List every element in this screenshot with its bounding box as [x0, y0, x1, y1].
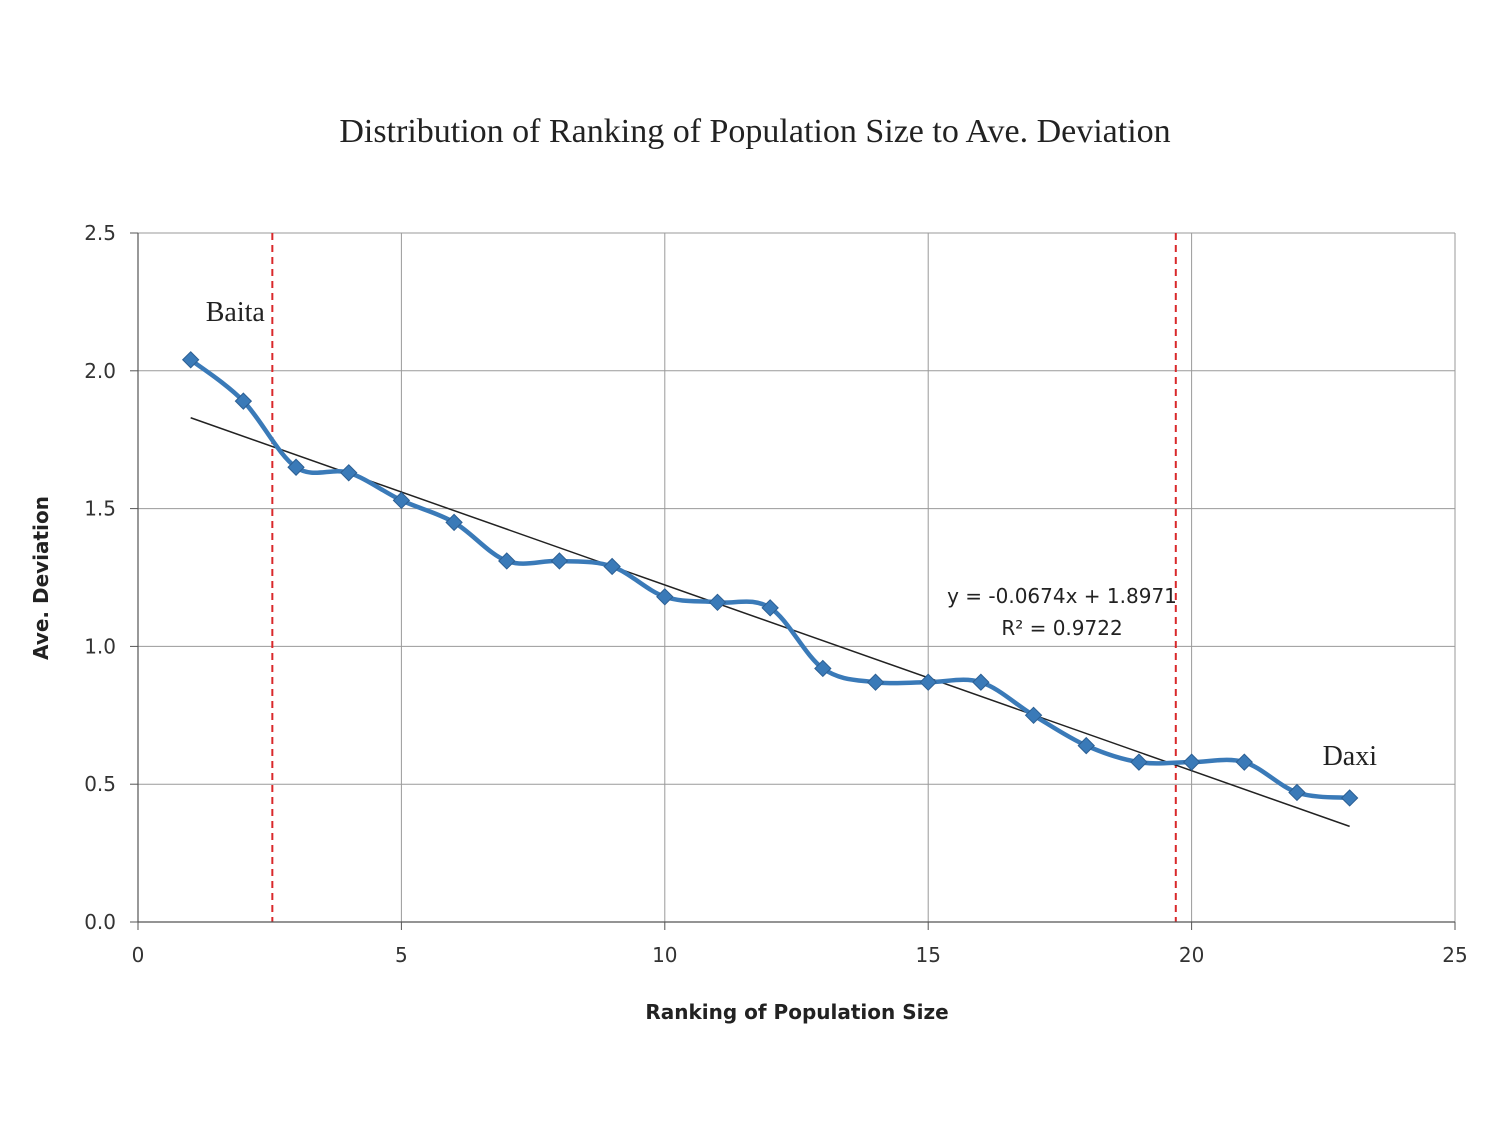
trendline-equation: y = -0.0674x + 1.8971: [947, 584, 1177, 608]
point-annotation: Daxi: [1323, 741, 1378, 772]
y-tick-label: 1.0: [84, 634, 116, 658]
data-point: [1288, 783, 1306, 802]
x-tick-label: 25: [1442, 943, 1467, 967]
x-tick-label: 20: [1179, 943, 1204, 967]
data-point: [181, 351, 200, 369]
x-tick-label: 0: [132, 943, 145, 967]
data-point: [708, 593, 727, 612]
data-point: [972, 673, 990, 691]
data-point: [1130, 753, 1148, 771]
y-tick-label: 2.5: [84, 221, 116, 245]
y-axis-label: Ave. Deviation: [29, 496, 53, 660]
data-point: [1340, 789, 1359, 807]
series-group: [181, 351, 1359, 807]
data-point: [287, 458, 305, 476]
y-tick-label: 2.0: [84, 359, 116, 383]
data-point: [1024, 706, 1043, 725]
x-tick-label: 15: [915, 943, 940, 967]
data-point: [761, 599, 779, 617]
trendline: [190, 417, 1350, 828]
data-point: [1235, 753, 1253, 771]
x-tick-label: 10: [652, 943, 677, 967]
data-point: [392, 491, 411, 510]
data-point: [1077, 736, 1095, 755]
y-tick-label: 0.0: [84, 910, 116, 934]
point-annotation: Baita: [206, 297, 266, 328]
data-point: [340, 464, 358, 482]
trendline-group: [190, 417, 1350, 828]
data-point: [919, 673, 937, 691]
reference-lines: [271, 233, 1177, 922]
data-point: [866, 673, 885, 691]
trendline-r2: R² = 0.9722: [1001, 616, 1122, 640]
data-point: [814, 659, 832, 678]
data-point: [550, 552, 569, 570]
y-tick-label: 0.5: [84, 772, 116, 796]
data-point: [603, 557, 621, 576]
annotations: Baita Daxi: [206, 297, 1377, 772]
data-point: [445, 513, 463, 532]
x-tick-label: 5: [395, 943, 408, 967]
data-point: [1182, 753, 1201, 771]
grid: [137, 232, 1456, 923]
chart-title: Distribution of Ranking of Population Si…: [339, 113, 1170, 150]
x-axis-label: Ranking of Population Size: [645, 1000, 948, 1024]
data-point: [498, 552, 516, 570]
y-tick-label: 1.5: [84, 497, 116, 521]
data-point: [656, 588, 674, 606]
data-point: [234, 392, 253, 410]
axes: 0.0 0.5 1.0 1.5 2.0 2.5 0 5 10 15 20 25: [84, 221, 1468, 967]
